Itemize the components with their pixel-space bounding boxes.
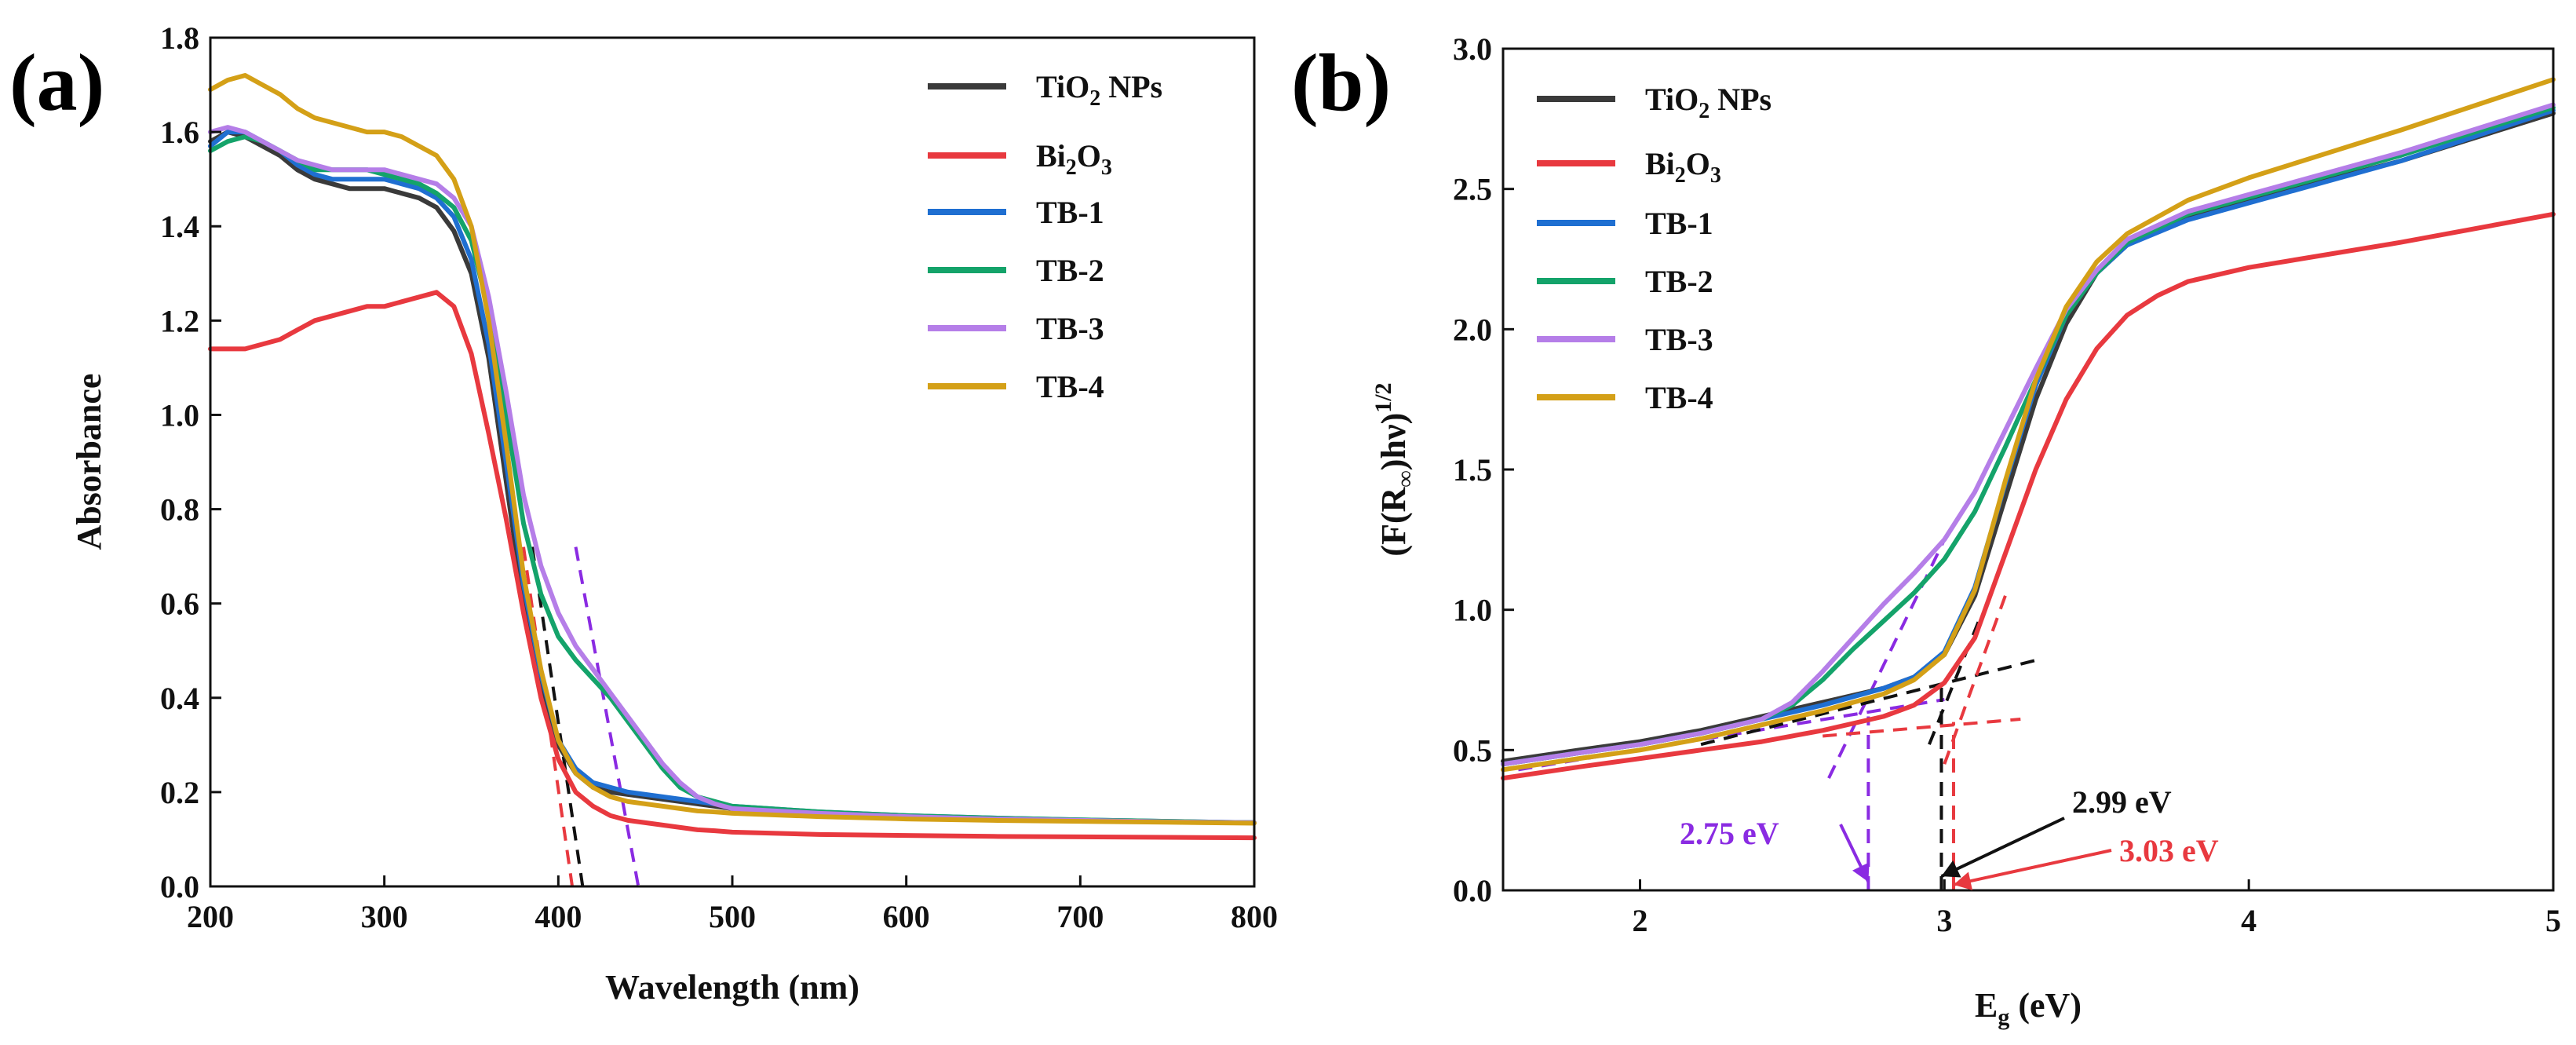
tangent-line-b-6 [1823, 718, 2021, 738]
legend-b-label-tb2: TB-2 [1645, 264, 1713, 299]
y-tick-label: 0.6 [160, 586, 199, 622]
legend-b-label-tb3: TB-3 [1645, 322, 1713, 357]
panel-a-x-axis-label: Wavelength (nm) [605, 968, 859, 1007]
y-tick-label: 0.0 [1453, 873, 1492, 908]
series-line-a-tb-4 [208, 73, 1257, 826]
series-line-a-tb-3 [208, 125, 1257, 825]
legend-label-tb1: TB-1 [1036, 195, 1104, 230]
panel-a-y-axis-label: Absorbance [70, 374, 108, 550]
legend-b-label-tio2: TiO2 NPs [1645, 82, 1771, 123]
series-line-a-tio2-nps [208, 130, 1257, 825]
legend-b-label-tb1: TB-1 [1645, 206, 1713, 241]
tangent-line-a-2 [574, 546, 640, 887]
panel-b-chart: (b) 2 3 4 5 0.0 0.5 1.0 1.5 2.0 2.5 3.0 Eg (eV) (F… [1291, 31, 2561, 1030]
annotation-label-1: 2.99 eV [2072, 784, 2172, 820]
annotation-arrow-1 [1940, 817, 2065, 878]
panel-b-label: (b) [1291, 38, 1391, 128]
y-tick-label: 0.4 [160, 681, 199, 716]
tangent-line-a-1 [531, 546, 585, 887]
x-tick-label: 700 [1056, 899, 1104, 934]
x-tick-label: 600 [883, 899, 930, 934]
y-tick-label: 1.8 [160, 20, 199, 56]
series-line-b-tb-4 [1501, 77, 2556, 773]
tangent-line-b-3 [1700, 659, 2037, 747]
y-tick-label: 1.5 [1453, 452, 1492, 488]
annotation-arrowhead-0 [1852, 862, 1870, 882]
legend-label-tb3: TB-3 [1036, 311, 1104, 346]
y-tick-label: 1.4 [160, 209, 199, 244]
legend-label-tio2: TiO2 NPs [1036, 69, 1162, 111]
x-tick-label: 200 [187, 899, 234, 934]
y-tick-label: 2.5 [1453, 172, 1492, 207]
legend-label-tb2: TB-2 [1036, 253, 1104, 288]
x-tick-label: 5 [2545, 903, 2561, 938]
panel-b-x-axis-label: Eg (eV) [1975, 986, 2082, 1030]
annotation-label-0: 2.75 eV [1680, 816, 1779, 851]
legend-b-label-tb4: TB-4 [1645, 380, 1713, 415]
legend-label-tb4: TB-4 [1036, 369, 1104, 404]
x-tick-label: 800 [1231, 899, 1278, 934]
legend-label-bi2o3: Bi2O3 [1036, 138, 1112, 180]
y-tick-label: 1.0 [160, 397, 199, 433]
series-line-a-bi2o3 [208, 290, 1257, 841]
annotation-arrow-2 [1953, 849, 2112, 886]
panel-a-chart: (a) 200 300 400 500 600 700 800 0.0 0.2 0.4 0.6 0.8… [9, 20, 1278, 1007]
series-line-b-bi2o3 [1501, 211, 2556, 781]
series-line-b-tb-3 [1501, 102, 2556, 767]
panel-b-legend: TiO2 NPs Bi2O3 TB-1 TB-2 TB-3 TB-4 [1537, 82, 1771, 415]
x-tick-label: 3 [1936, 903, 1952, 938]
y-tick-label: 1.2 [160, 303, 199, 338]
y-tick-label: 1.6 [160, 115, 199, 150]
y-tick-label: 3.0 [1453, 31, 1492, 67]
legend-b-label-bi2o3: Bi2O3 [1645, 146, 1721, 188]
y-tick-label: 0.0 [160, 869, 199, 904]
series-line-a-tb-2 [208, 134, 1257, 825]
series-line-b-tio2-nps [1501, 111, 2556, 764]
x-tick-label: 400 [535, 899, 582, 934]
y-tick-label: 1.0 [1453, 593, 1492, 628]
x-tick-label: 500 [709, 899, 756, 934]
y-tick-label: 0.8 [160, 492, 199, 528]
annotation-arrowhead-1 [1941, 860, 1961, 878]
annotation-arrowhead-2 [1953, 871, 1973, 890]
x-tick-label: 2 [1633, 903, 1648, 938]
x-tick-label: 4 [2241, 903, 2257, 938]
x-tick-label: 300 [361, 899, 408, 934]
panel-a-label: (a) [9, 38, 104, 128]
annotation-label-2: 3.03 eV [2119, 833, 2219, 868]
y-tick-label: 2.0 [1453, 312, 1492, 347]
panel-b-y-axis-label: (F(R∞)hν)1/2 [1370, 382, 1418, 556]
y-tick-label: 0.2 [160, 775, 199, 810]
series-line-a-tb-1 [208, 130, 1257, 825]
panel-a-legend: TiO2 NPs Bi2O3 TB-1 TB-2 TB-3 TB-4 [928, 69, 1162, 404]
y-tick-label: 0.5 [1453, 733, 1492, 768]
